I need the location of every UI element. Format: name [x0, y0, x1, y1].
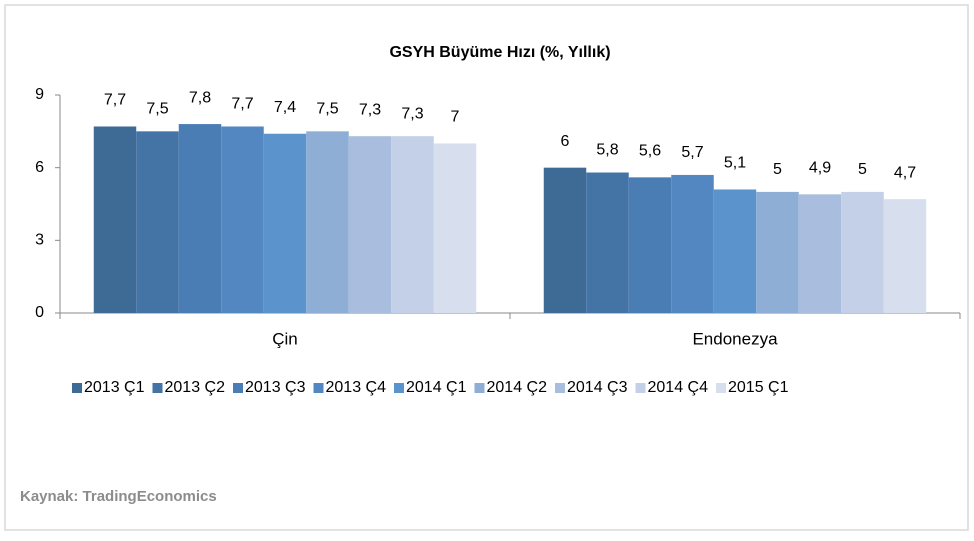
bar — [391, 136, 434, 313]
legend-label: 2014 Ç3 — [567, 379, 628, 396]
bar — [756, 191, 799, 313]
bar — [433, 143, 477, 313]
legend-swatch — [233, 383, 243, 393]
bar — [543, 167, 587, 313]
data-label: 7,3 — [359, 101, 381, 118]
legend-label: 2014 Ç2 — [487, 379, 548, 396]
bar — [798, 194, 842, 313]
bar — [628, 177, 672, 313]
y-tick-label: 9 — [35, 86, 44, 103]
bar — [348, 136, 392, 313]
legend-swatch — [72, 383, 82, 393]
legend-swatch — [394, 383, 404, 393]
data-label: 7,3 — [401, 105, 423, 122]
data-label: 5,7 — [681, 144, 703, 161]
data-label: 5,8 — [596, 142, 618, 159]
legend-swatch — [474, 383, 485, 393]
bar — [136, 131, 179, 313]
bar — [93, 126, 137, 313]
data-label: 7,5 — [316, 101, 338, 118]
x-tick-label: Çin — [272, 329, 298, 348]
bar — [883, 199, 927, 313]
data-label: 7,8 — [189, 89, 211, 106]
legend-label: 2013 Ç2 — [165, 379, 226, 396]
y-tick-label: 0 — [35, 304, 44, 321]
bar — [178, 124, 222, 313]
data-label: 5,1 — [724, 155, 746, 172]
legend-label: 2013 Ç4 — [326, 379, 387, 396]
data-label: 5 — [773, 161, 782, 178]
legend-label: 2015 Ç1 — [728, 379, 789, 396]
data-label: 7,7 — [104, 92, 126, 109]
data-label: 6 — [561, 133, 570, 150]
data-label: 4,9 — [809, 160, 831, 177]
bar — [841, 191, 884, 313]
bar — [221, 126, 264, 313]
data-label: 5,6 — [639, 143, 661, 160]
x-tick-label: Endonezya — [692, 329, 778, 348]
bar — [671, 174, 714, 313]
data-label: 7 — [451, 109, 460, 126]
chart-title: GSYH Büyüme Hızı (%, Yıllık) — [389, 44, 610, 61]
source-note: Kaynak: TradingEconomics — [20, 488, 217, 505]
bar — [713, 189, 757, 313]
legend-label: 2014 Ç4 — [648, 379, 709, 396]
legend-label: 2013 Ç3 — [245, 379, 306, 396]
data-label: 7,5 — [146, 101, 168, 118]
legend-label: 2013 Ç1 — [84, 379, 145, 396]
legend-swatch — [313, 383, 324, 393]
legend-label: 2014 Ç1 — [406, 379, 467, 396]
data-label: 7,4 — [274, 99, 296, 116]
chart-frame — [4, 4, 969, 531]
legend-swatch — [635, 383, 646, 393]
bar — [306, 131, 349, 313]
legend-swatch — [716, 383, 726, 393]
y-tick-label: 3 — [35, 232, 44, 249]
bar — [263, 133, 307, 313]
data-label: 7,7 — [231, 96, 253, 113]
y-tick-label: 6 — [35, 159, 44, 176]
legend-swatch — [555, 383, 565, 393]
legend-swatch — [152, 383, 163, 393]
data-label: 5 — [858, 161, 867, 178]
bar — [586, 172, 629, 313]
data-label: 4,7 — [894, 164, 916, 181]
